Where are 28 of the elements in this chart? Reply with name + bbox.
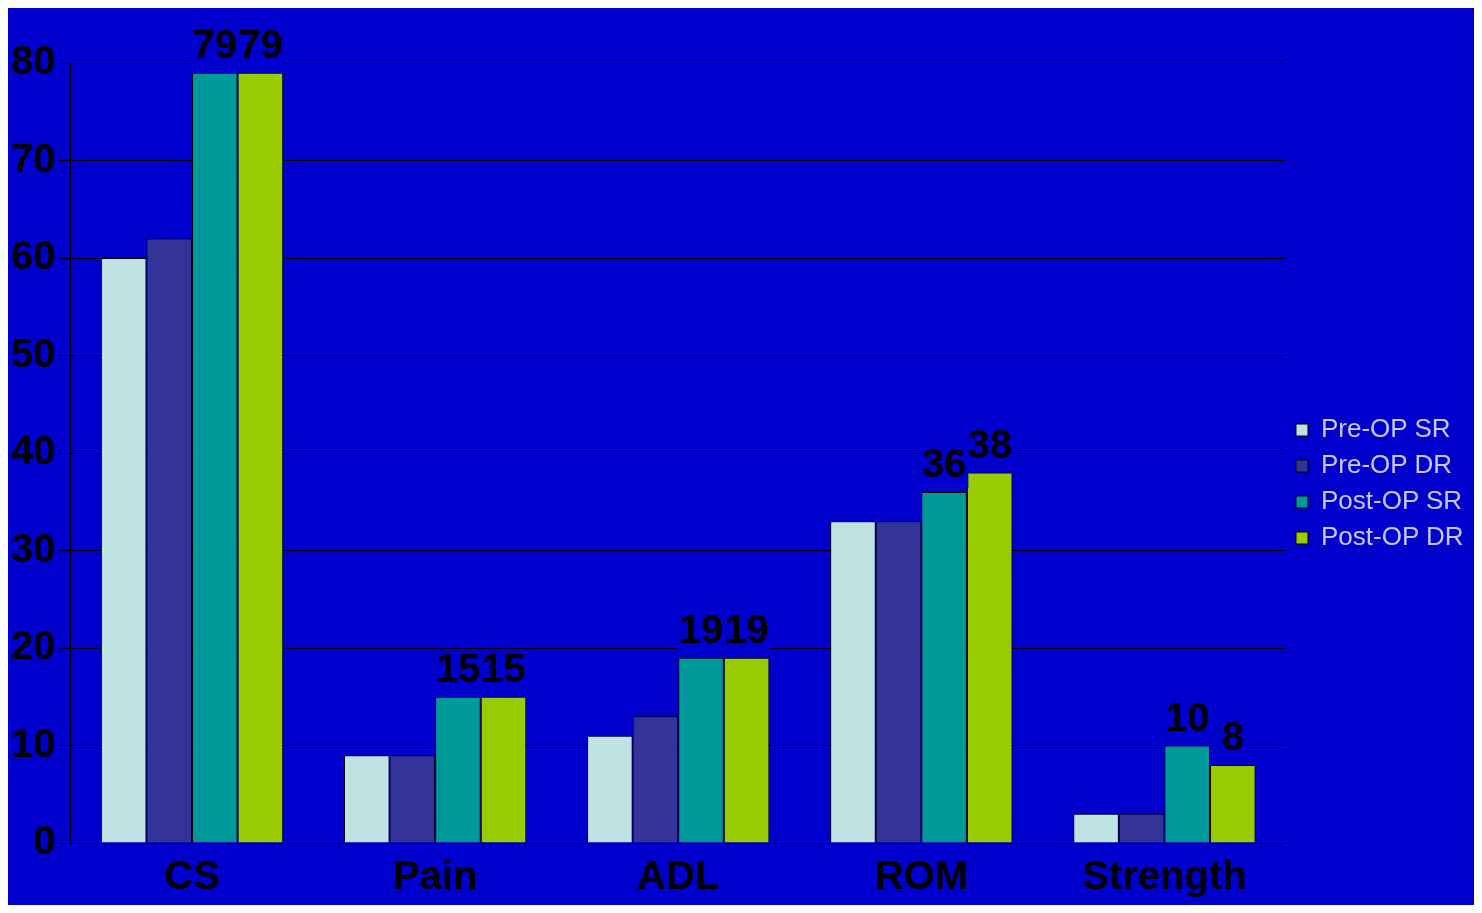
data-label: 79 — [192, 21, 238, 66]
data-label: 8 — [1221, 714, 1244, 759]
y-tick-label: 20 — [10, 623, 56, 668]
y-tick-label: 60 — [10, 233, 56, 278]
data-label: 36 — [921, 441, 967, 486]
data-label: 15 — [435, 645, 481, 690]
y-tick-label: 10 — [10, 720, 56, 765]
y-tick-label: 0 — [33, 818, 56, 863]
y-tick-label: 70 — [10, 135, 56, 180]
legend-label: Pre-OP DR — [1320, 449, 1452, 480]
legend-label: Pre-OP SR — [1320, 413, 1451, 444]
data-label: 79 — [238, 21, 283, 66]
data-label: 19 — [678, 606, 724, 651]
y-tick-label: 40 — [10, 428, 56, 473]
data-label: 19 — [724, 606, 769, 651]
legend-label: Post-OP SR — [1320, 485, 1463, 516]
x-tick-label: ROM — [874, 853, 968, 898]
data-label: 15 — [481, 645, 526, 690]
x-tick-label: Strength — [1082, 853, 1247, 898]
data-label: 38 — [967, 421, 1012, 466]
legend-label: Post-OP DR — [1320, 521, 1464, 552]
y-tick-label: 80 — [10, 38, 56, 83]
x-tick-label: CS — [164, 853, 220, 898]
y-tick-label: 30 — [10, 525, 56, 570]
x-tick-label: Pain — [392, 853, 478, 898]
y-tick-label: 50 — [10, 330, 56, 375]
x-tick-label: ADL — [637, 853, 720, 898]
data-label: 10 — [1164, 694, 1210, 739]
